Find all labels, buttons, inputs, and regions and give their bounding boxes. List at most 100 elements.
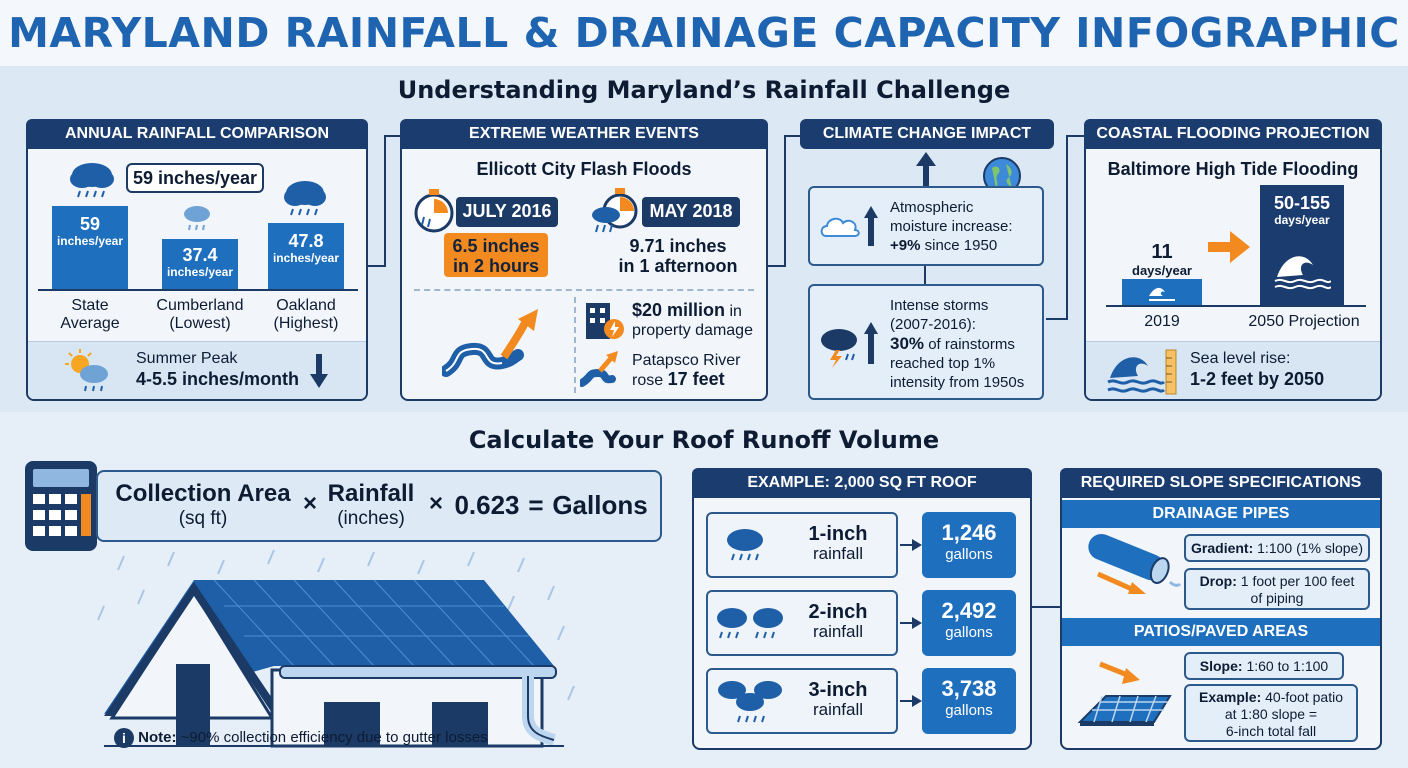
divider — [414, 289, 754, 291]
bar1-label: 2019 — [1144, 313, 1180, 330]
arrow-right-icon — [900, 616, 922, 630]
collection-note: i Note: ~90% collection efficiency due t… — [114, 728, 488, 749]
connector — [384, 135, 400, 137]
extreme-subtitle: Ellicott City Flash Floods — [476, 159, 692, 179]
summer-peak-value: 4-5.5 inches/month — [136, 369, 300, 389]
rainfall-amount: 2-inch rainfall — [808, 601, 868, 641]
info-icon: i — [114, 728, 134, 749]
runoff-formula: Collection Area (sq ft) × Rainfall (inches… — [96, 470, 662, 542]
arrow-up-icon — [916, 152, 936, 188]
connector — [1066, 135, 1068, 320]
connector — [1030, 606, 1062, 608]
bar-cumberland: 37.4 inches/year — [162, 239, 238, 289]
bar-label: State Average — [60, 297, 120, 332]
bar-oakland: 47.8 inches/year — [268, 223, 344, 289]
building-damage-icon — [582, 299, 626, 343]
intense-storms-text: Intense storms (2007-2016): 30% of rainsto… — [890, 297, 1025, 391]
example-row-3: 3-inch rainfall — [706, 668, 898, 734]
panel-header: REQUIRED SLOPE SPECIFICATIONS — [1060, 468, 1382, 498]
rain-cloud-icon — [722, 526, 768, 566]
arrow-up-icon — [864, 322, 878, 364]
panel-header: COASTAL FLOODING PROJECTION — [1084, 119, 1382, 149]
connector — [366, 265, 386, 267]
calculator-icon — [24, 460, 98, 552]
bar1-value: 11 days/year — [1132, 241, 1192, 278]
example-row-2: 2-inch rainfall — [706, 590, 898, 656]
formula-equals: = — [528, 490, 544, 520]
formula-rainfall: Rainfall (inches) — [327, 480, 415, 529]
river-rise-icon — [580, 349, 624, 389]
formula-result: Gallons — [552, 490, 648, 520]
rainfall-amount: 3-inch rainfall — [808, 679, 868, 719]
connector — [1046, 318, 1068, 320]
cloud-icon — [818, 212, 862, 240]
formula-constant: 0.623 — [454, 490, 520, 520]
sea-level-label: Sea level rise: — [1190, 350, 1291, 367]
wave-ruler-icon — [1106, 348, 1180, 396]
arrow-right-icon — [900, 694, 922, 708]
patios-heading: PATIOS/PAVED AREAS — [1062, 618, 1380, 646]
wave-icon — [1274, 256, 1332, 290]
bar-2050: 50-155 days/year — [1260, 185, 1344, 305]
storm-cloud-icon — [816, 326, 862, 368]
connector — [784, 135, 800, 137]
bar-label: Cumberland (Lowest) — [156, 297, 244, 332]
rising-river-icon — [442, 301, 542, 385]
event-date-july-2016: JULY 2016 — [456, 197, 558, 227]
bar2-label: 2050 Projection — [1248, 313, 1360, 330]
page-title: MARYLAND RAINFALL & DRAINAGE CAPACITY IN… — [0, 0, 1408, 66]
gallons-1: 1,246 gallons — [922, 512, 1016, 578]
slope-specs-panel: REQUIRED SLOPE SPECIFICATIONS DRAINAGE P… — [1060, 468, 1382, 750]
connector — [384, 135, 386, 267]
patio-slope-icon — [1072, 656, 1178, 732]
stopwatch-storm-icon — [412, 185, 456, 237]
connector — [766, 265, 786, 267]
bar-state-average: 59 inches/year — [52, 206, 128, 289]
drop-spec: Drop: 1 foot per 100 feet of piping — [1184, 568, 1370, 610]
moisture-text: Atmospheric moisture increase: +9% since 1… — [890, 199, 1013, 254]
panel-header: EXAMPLE: 2,000 SQ FT ROOF — [692, 468, 1032, 498]
slope-spec: Slope: 1:60 to 1:100 — [1184, 652, 1344, 680]
section-heading-runoff: Calculate Your Roof Runoff Volume — [468, 426, 940, 454]
wave-icon — [1149, 287, 1175, 301]
annual-rainfall-panel: ANNUAL RAINFALL COMPARISON 59 inches/yea… — [26, 119, 368, 401]
panel-header: EXTREME WEATHER EVENTS — [400, 119, 768, 149]
bar-2019 — [1122, 279, 1202, 305]
connector — [1066, 135, 1084, 137]
formula-times: × — [428, 490, 443, 517]
panel-header: ANNUAL RAINFALL COMPARISON — [26, 119, 368, 149]
divider — [574, 297, 576, 393]
arrow-up-icon — [864, 206, 878, 246]
gallons-2: 2,492 gallons — [922, 590, 1016, 656]
property-damage-text: $20 million in property damage — [632, 300, 753, 340]
gradient-spec: Gradient: 1:100 (1% slope) — [1184, 534, 1370, 562]
river-rise-text: Patapsco River rose 17 feet — [632, 352, 741, 389]
rain-clouds-icon — [714, 604, 788, 644]
drainage-pipes-heading: DRAINAGE PIPES — [1062, 500, 1380, 528]
arrow-right-icon — [900, 538, 922, 552]
patio-example-spec: Example: 40-foot patio at 1:80 slope = 6-i… — [1184, 684, 1358, 742]
sun-rain-icon — [64, 348, 112, 394]
house-rain-illustration — [84, 546, 584, 756]
rainfall-callout: 59 inches/year — [126, 163, 264, 193]
coastal-flooding-panel: COASTAL FLOODING PROJECTION Baltimore Hi… — [1084, 119, 1382, 401]
formula-times: × — [302, 490, 317, 517]
gallons-3: 3,738 gallons — [922, 668, 1016, 734]
connector — [784, 135, 786, 267]
sea-level-value: 1-2 feet by 2050 — [1190, 369, 1325, 389]
summer-peak-label: Summer Peak — [136, 350, 238, 367]
rainfall-amount: 1-inch rainfall — [808, 523, 868, 563]
event-stat-july-2016: 6.5 inches in 2 hours — [444, 233, 548, 277]
arrow-right-icon — [1208, 231, 1250, 263]
formula-collection-area: Collection Area (sq ft) — [115, 480, 291, 529]
connector — [924, 266, 926, 286]
climate-header: CLIMATE CHANGE IMPACT — [800, 119, 1054, 149]
stopwatch-storm-icon — [590, 185, 642, 237]
rain-clouds-icon — [714, 676, 788, 728]
moisture-card: Atmospheric moisture increase: +9% since 1… — [808, 186, 1044, 266]
chart-baseline — [1106, 305, 1366, 307]
bar-label: Oakland (Highest) — [273, 297, 339, 332]
intense-storms-card: Intense storms (2007-2016): 30% of rainsto… — [808, 284, 1044, 400]
globe-icon — [982, 156, 1022, 196]
example-row-1: 1-inch rainfall — [706, 512, 898, 578]
